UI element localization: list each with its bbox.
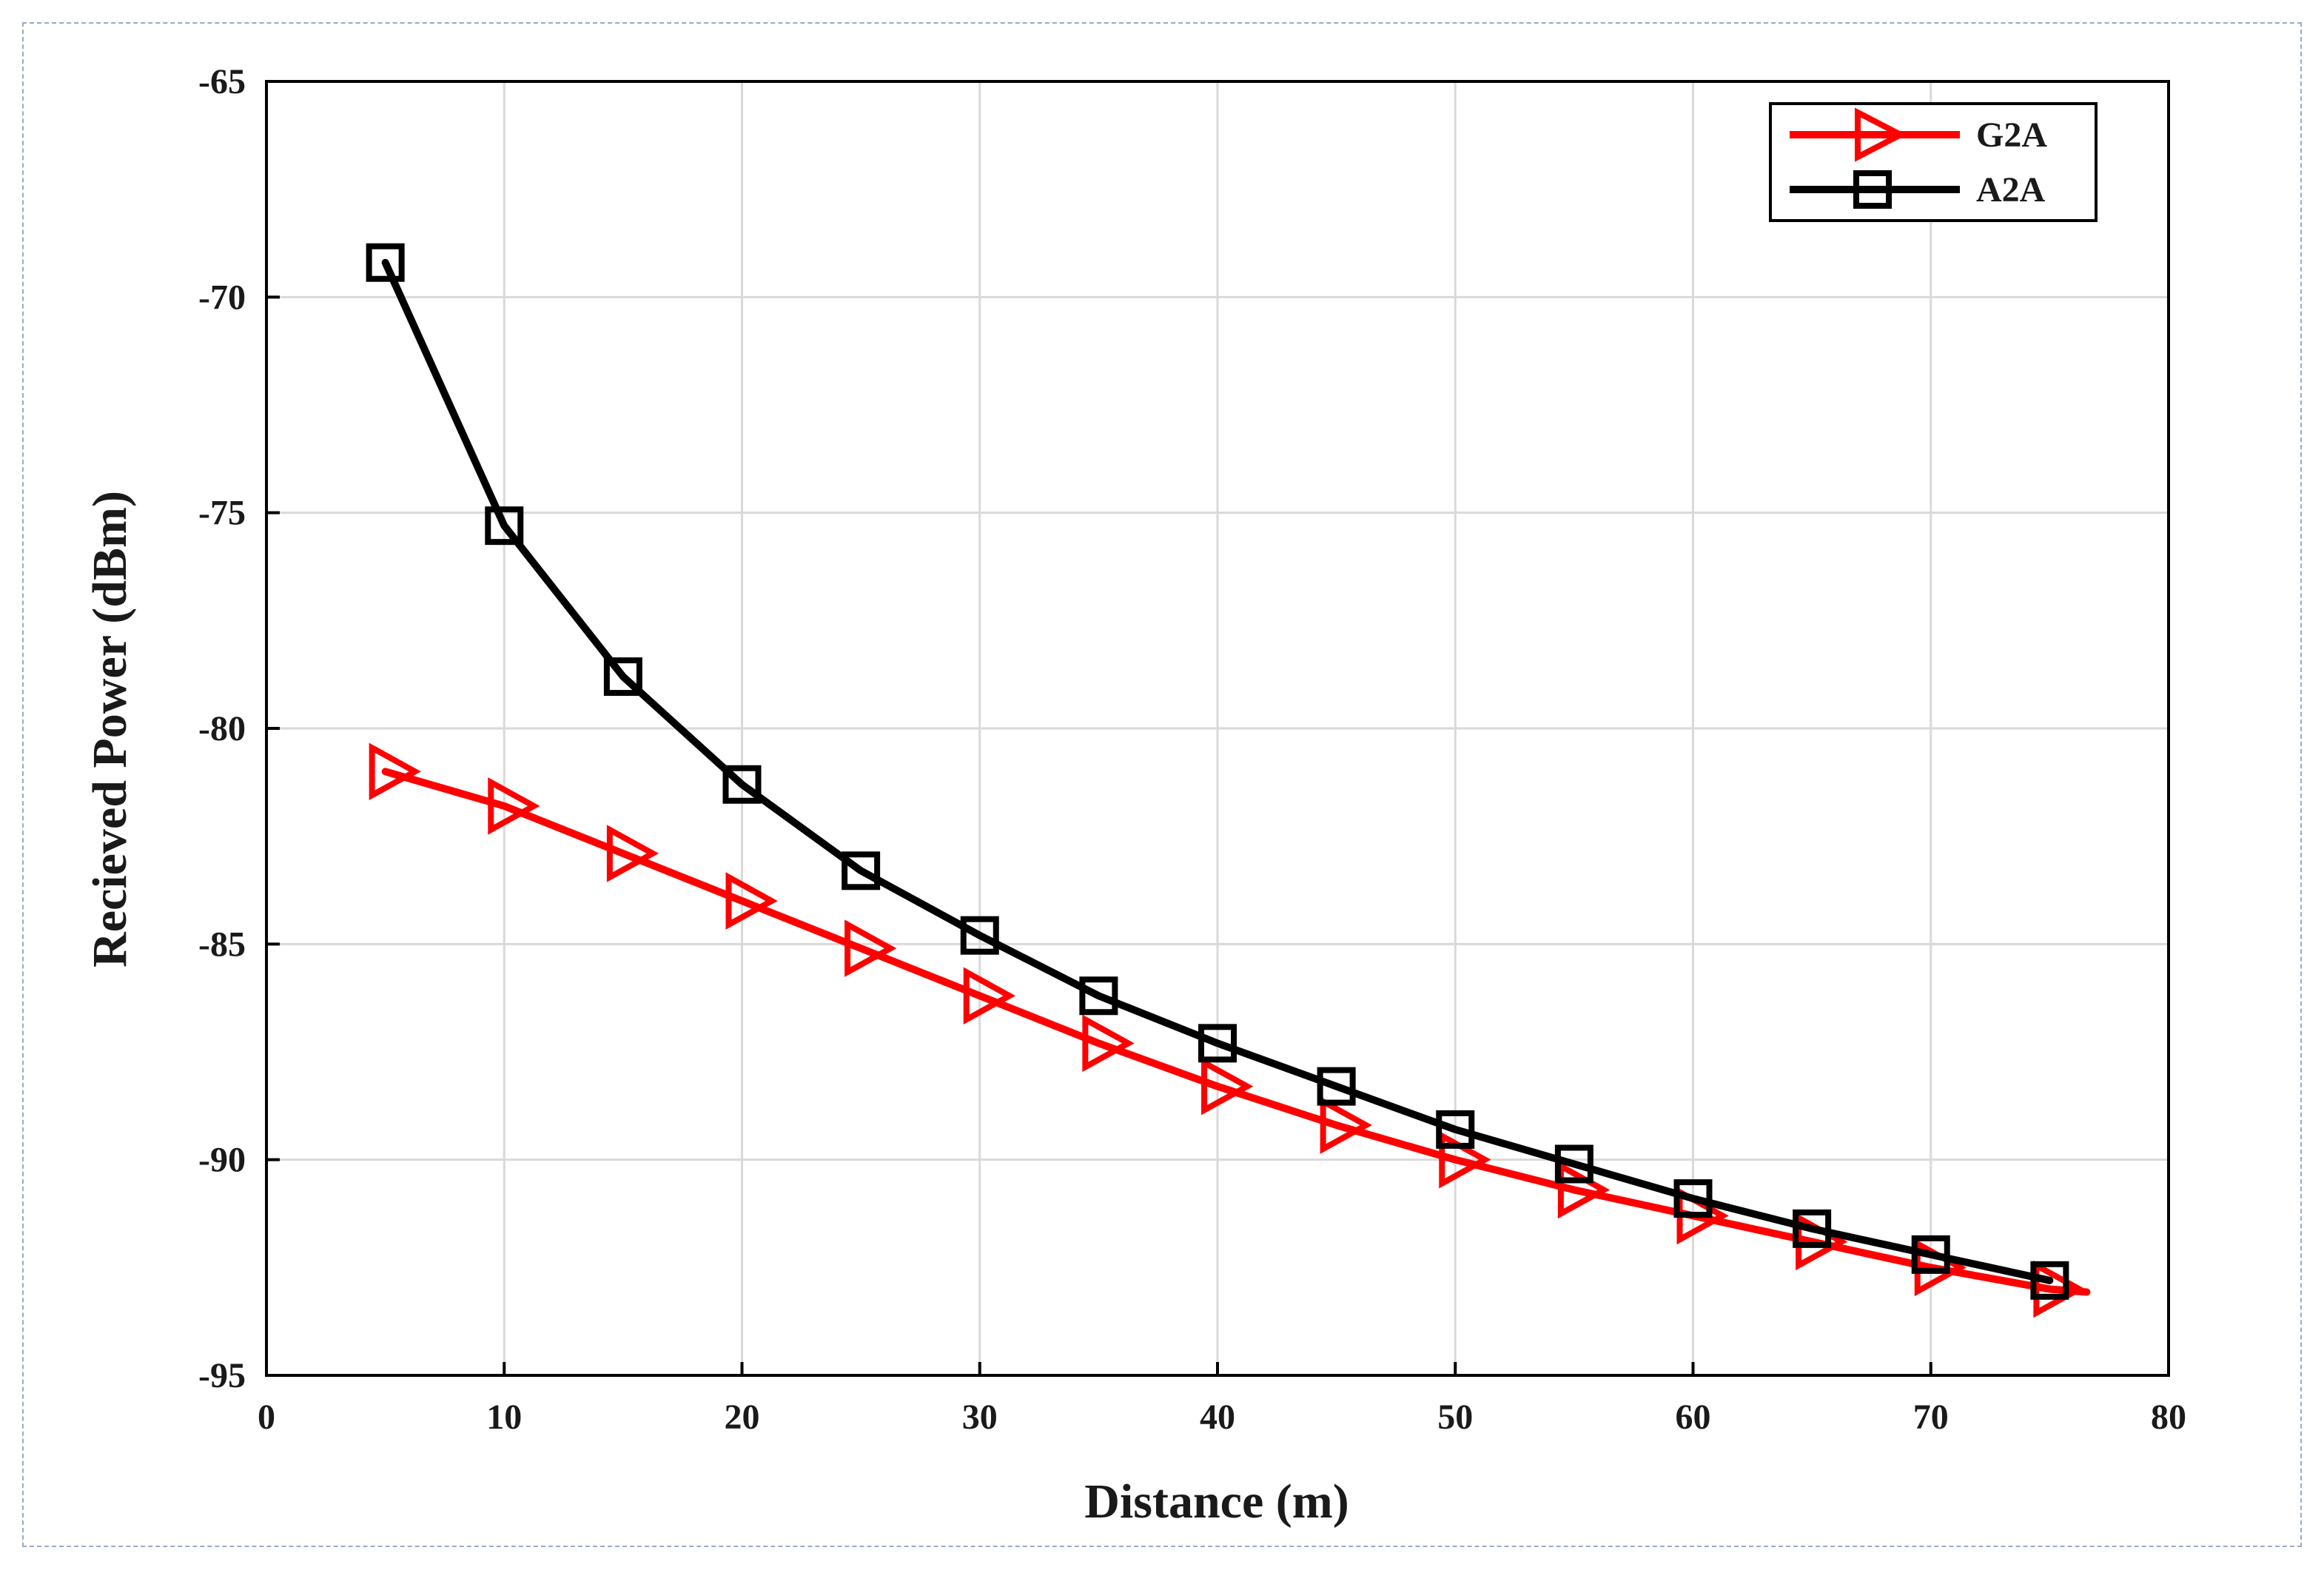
x-tick-label: 20 <box>725 1398 760 1437</box>
data-point-a2a <box>1673 1179 1713 1218</box>
figure-frame <box>22 22 2302 1547</box>
data-point-a2a <box>1793 1209 1832 1248</box>
data-point-a2a <box>960 916 999 955</box>
y-tick-label: -85 <box>198 925 246 964</box>
data-point-g2a <box>606 825 659 882</box>
series-line-g2a <box>381 768 2091 1296</box>
grid <box>265 80 2170 1377</box>
x-tick-label: 50 <box>1437 1398 1473 1437</box>
legend-marker-g2a <box>1855 107 1907 162</box>
data-point-a2a <box>1198 1024 1237 1063</box>
data-point-a2a <box>1911 1235 1950 1274</box>
data-point-a2a <box>1436 1110 1475 1149</box>
data-point-a2a <box>2030 1261 2069 1300</box>
legend: G2A A2A <box>1769 102 2098 222</box>
data-point-g2a <box>725 872 778 930</box>
y-tick-label: -95 <box>198 1356 246 1395</box>
y-tick-label: -65 <box>198 62 246 101</box>
y-tick-label: -90 <box>198 1141 246 1180</box>
x-tick-label: 60 <box>1676 1398 1711 1437</box>
data-point-g2a <box>1201 1057 1254 1116</box>
legend-marker-a2a <box>1853 170 1892 209</box>
data-point-g2a <box>963 967 1016 1025</box>
y-tick-label: -70 <box>198 278 246 317</box>
data-point-a2a <box>603 657 642 697</box>
y-axis-label: Recieved Power (dBm) <box>83 491 137 967</box>
x-tick-label: 80 <box>2151 1398 2186 1437</box>
data-point-a2a <box>485 506 524 546</box>
axis-ticks: 0 10 20 30 40 50 60 70 80 -65 -70 -75 -80 -85 -90 -95 <box>198 62 2186 1437</box>
y-tick-label: -75 <box>198 494 246 533</box>
series-line-a2a <box>381 258 2054 1284</box>
x-axis-label: Distance (m) <box>1084 1475 1349 1529</box>
data-point-a2a <box>1079 976 1118 1016</box>
legend-label-a2a: A2A <box>1976 170 2046 209</box>
data-point-a2a <box>842 851 881 891</box>
data-point-a2a <box>1554 1144 1593 1184</box>
data-point-g2a <box>369 742 421 801</box>
data-point-a2a <box>366 243 405 282</box>
y-tick-label: -80 <box>198 709 246 748</box>
x-tick-label: 70 <box>1913 1398 1949 1437</box>
x-tick-label: 0 <box>258 1398 275 1437</box>
legend-label-g2a: G2A <box>1976 115 2047 155</box>
data-point-g2a <box>1320 1096 1372 1154</box>
data-point-g2a <box>488 777 540 835</box>
data-point-g2a <box>844 919 897 977</box>
data-point-a2a <box>1317 1067 1356 1106</box>
legend-box <box>1769 102 2098 222</box>
x-tick-label: 10 <box>486 1398 522 1437</box>
x-tick-label: 30 <box>962 1398 998 1437</box>
data-point-a2a <box>722 765 762 804</box>
series-layer <box>366 243 2091 1318</box>
data-point-g2a <box>1082 1014 1135 1073</box>
x-tick-label: 40 <box>1200 1398 1235 1437</box>
